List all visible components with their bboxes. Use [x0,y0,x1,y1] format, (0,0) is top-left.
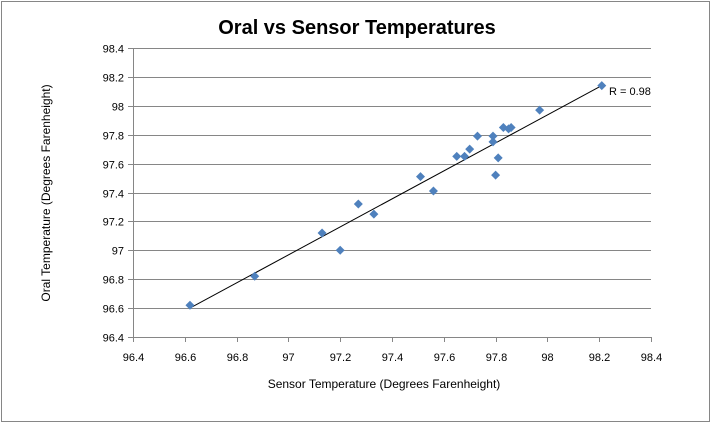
y-tick-labels: 96.4 96.6 96.8 97 97.2 97.4 97.6 97.8 98 98.2 98.4 [103,44,124,345]
data-point [460,151,470,161]
x-tick-label: 97.4 [382,352,403,364]
y-tick-label: 98.4 [103,44,124,56]
y-tick-label: 96.6 [103,304,124,316]
y-tick-label: 98 [112,102,124,114]
y-tick-label: 97.4 [103,189,124,201]
x-axis-label: Sensor Temperature (Degrees Farenheight) [268,377,501,391]
data-point [353,199,363,209]
x-tick-label: 96.8 [227,352,248,364]
y-tick-label: 96.4 [103,333,124,345]
data-point [491,170,501,180]
x-tick-label: 96.4 [123,352,144,364]
data-point [335,245,345,255]
y-tick-label: 97 [112,246,124,258]
axes [128,48,652,342]
trendline [189,85,603,309]
x-tick-label: 98.4 [641,352,662,364]
y-axis-label: Oral Temperature (Degrees Farenheight) [39,84,53,301]
data-point [472,131,482,141]
data-point [597,81,607,91]
trendline-group [189,85,603,309]
y-tick-label: 96.8 [103,275,124,287]
data-points [185,81,607,310]
x-tick-label: 98 [541,352,553,364]
x-tick-label: 97 [282,352,294,364]
data-point [488,137,498,147]
data-point [535,105,545,115]
data-point [465,144,475,154]
x-tick-label: 97.6 [434,352,455,364]
data-point [317,228,327,238]
x-tick-label: 97.2 [330,352,351,364]
x-tick-labels: 96.4 96.6 96.8 97 97.2 97.4 97.6 97.8 98 98.2 98.4 [123,352,662,364]
data-point [452,151,462,161]
r-value-annotation: R = 0.98 [609,86,651,98]
data-point [415,172,425,182]
data-point [488,131,498,141]
data-point [428,186,438,196]
x-tick-label: 96.6 [175,352,196,364]
data-point [493,153,503,163]
data-point [369,209,379,219]
y-tick-label: 97.8 [103,131,124,143]
data-point [498,122,508,132]
y-tick-label: 97.2 [103,217,124,229]
y-tick-label: 97.6 [103,160,124,172]
data-point [506,122,516,132]
y-tick-label: 98.2 [103,73,124,85]
chart-title: Oral vs Sensor Temperatures [218,17,496,39]
gridlines [133,48,651,309]
data-point [250,271,260,281]
x-tick-label: 97.8 [486,352,507,364]
x-tick-label: 98.2 [589,352,610,364]
data-point [185,300,195,310]
